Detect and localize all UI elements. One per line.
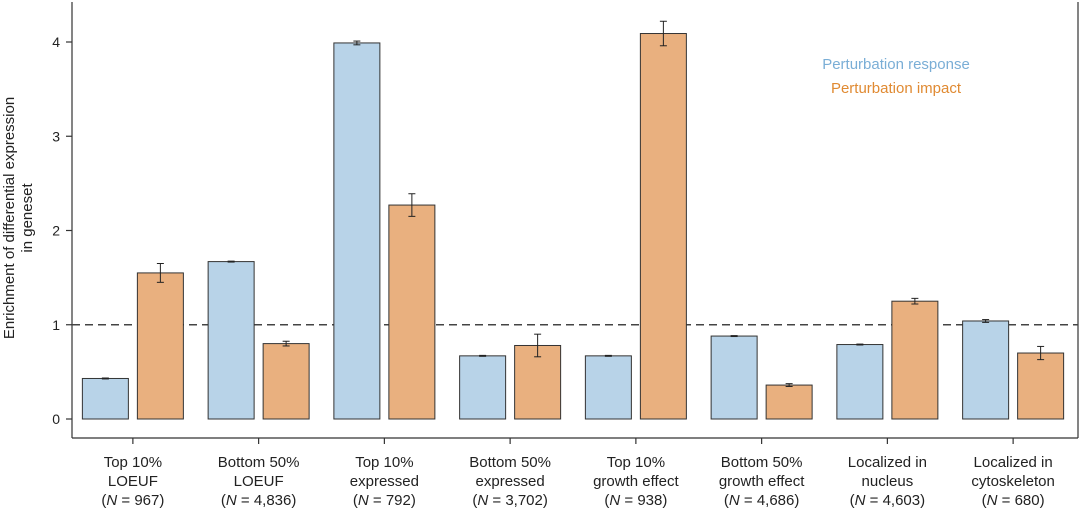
legend-impact: Perturbation impact	[831, 80, 962, 97]
y-axis-label-line: in geneset	[19, 183, 36, 253]
n-symbol: N	[106, 492, 117, 509]
category-n-label: (N = 3,702)	[472, 492, 547, 509]
response-bar	[81, 377, 129, 420]
category-label-line: expressed	[476, 473, 545, 490]
category-n-label: (N = 4,836)	[221, 492, 296, 509]
category-label-line: LOEUF	[108, 473, 158, 490]
n-symbol: N	[477, 492, 488, 509]
category-n-label: (N = 680)	[982, 492, 1045, 509]
n-symbol: N	[358, 492, 369, 509]
category-label-line: Bottom 50%	[469, 454, 551, 471]
impact-bar	[891, 300, 939, 420]
category-label-line: Top 10%	[104, 454, 162, 471]
n-symbol: N	[855, 492, 866, 509]
impact-bar	[639, 33, 687, 420]
category-label: Top 10% growth effect (N = 938)	[593, 454, 679, 509]
response-bar	[710, 335, 758, 420]
n-symbol: N	[609, 492, 620, 509]
category-label-line: Localized in	[848, 454, 927, 471]
legend-response: Perturbation response	[822, 56, 970, 73]
impact-bar	[1017, 352, 1065, 420]
category-label: Localized in nucleus (N = 4,603)	[848, 454, 927, 509]
category-label: Bottom 50% LOEUF (N = 4,836)	[218, 454, 300, 509]
y-tick-label: 2	[52, 223, 60, 239]
y-axis-label: Enrichment of differential expressionin …	[1, 97, 36, 339]
impact-bar	[262, 343, 310, 420]
n-symbol: N	[987, 492, 998, 509]
category-label-line: nucleus	[862, 473, 914, 490]
category-n-label: (N = 967)	[101, 492, 164, 509]
impact-bar	[765, 384, 813, 420]
response-bar	[333, 42, 381, 420]
y-axis-label-line: Enrichment of differential expression	[1, 97, 18, 339]
category-label-line: Bottom 50%	[218, 454, 300, 471]
n-symbol: N	[729, 492, 740, 509]
category-label: Bottom 50% expressed (N = 3,702)	[469, 454, 551, 509]
category-label-line: growth effect	[719, 473, 805, 490]
legend: Perturbation response Perturbation impact	[822, 56, 970, 97]
category-n-label: (N = 792)	[353, 492, 416, 509]
impact-bar	[514, 344, 562, 420]
category-label-line: Localized in	[974, 454, 1053, 471]
category-label-line: Top 10%	[607, 454, 665, 471]
y-tick-label: 1	[52, 317, 60, 333]
y-tick-label: 3	[52, 128, 60, 144]
bars	[81, 20, 1065, 420]
response-bar	[836, 344, 884, 420]
response-bar	[207, 261, 255, 420]
impact-bar	[136, 272, 184, 420]
category-label: Localized in cytoskeleton (N = 680)	[971, 454, 1054, 509]
category-label-line: expressed	[350, 473, 419, 490]
category-label-line: growth effect	[593, 473, 679, 490]
category-label-line: LOEUF	[234, 473, 284, 490]
category-label-line: Bottom 50%	[721, 454, 803, 471]
category-n-label: (N = 938)	[604, 492, 667, 509]
response-bar	[584, 355, 632, 420]
category-label-line: Top 10%	[355, 454, 413, 471]
y-tick-label: 4	[52, 34, 60, 50]
category-label-line: cytoskeleton	[971, 473, 1054, 490]
category-n-label: (N = 4,686)	[724, 492, 799, 509]
n-symbol: N	[226, 492, 237, 509]
category-label: Top 10% LOEUF (N = 967)	[101, 454, 164, 509]
response-bar	[962, 320, 1010, 420]
response-bar	[459, 355, 507, 420]
category-labels: Top 10% LOEUF (N = 967) Bottom 50% LOEUF (N =…	[101, 454, 1054, 509]
category-label: Top 10% expressed (N = 792)	[350, 454, 419, 509]
impact-bar	[388, 204, 436, 420]
category-n-label: (N = 4,603)	[850, 492, 925, 509]
y-tick-label: 0	[52, 411, 60, 427]
category-label: Bottom 50% growth effect (N = 4,686)	[719, 454, 805, 509]
